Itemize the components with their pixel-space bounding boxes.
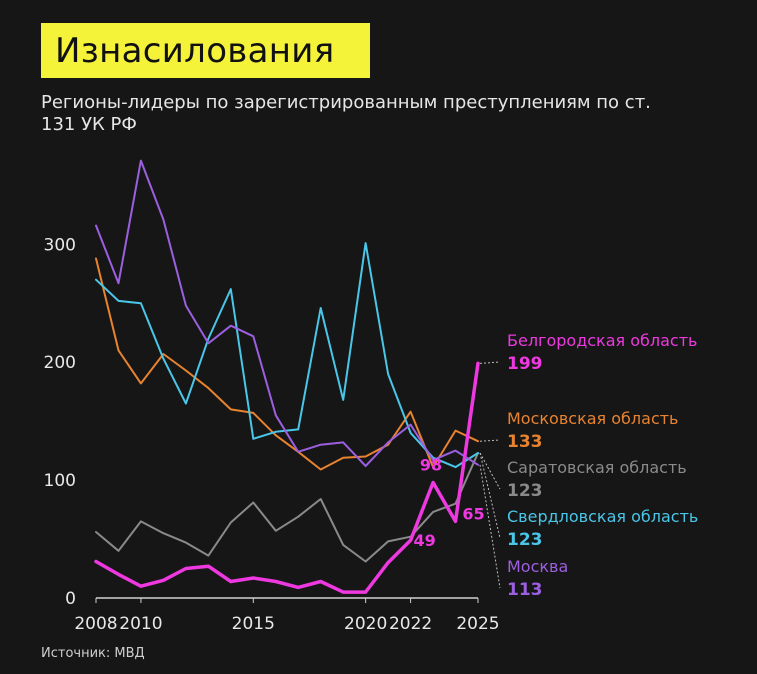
leader-line bbox=[479, 452, 501, 490]
end-label-value: 123 bbox=[507, 481, 543, 501]
y-tick-label: 200 bbox=[44, 353, 76, 373]
series-lines bbox=[94, 159, 480, 594]
chart-subtitle: Регионы-лидеры по зарегистрированным пре… bbox=[41, 92, 651, 135]
leader-line bbox=[479, 439, 501, 442]
point-label: 98 bbox=[420, 455, 442, 474]
x-tick-label: 2022 bbox=[389, 614, 432, 634]
leader-line bbox=[479, 452, 501, 539]
y-tick-label: 300 bbox=[44, 235, 76, 255]
series-line bbox=[94, 361, 480, 594]
y-tick-label: 0 bbox=[65, 589, 76, 609]
end-label-value: 113 bbox=[507, 580, 543, 600]
series-line bbox=[95, 257, 479, 471]
title-box: Изнасилования bbox=[41, 23, 370, 78]
end-label-name: Саратовская область bbox=[507, 458, 687, 477]
axes: 0 100 200 300 2008 2010 2015 2020 2022 2025 bbox=[44, 235, 500, 634]
end-label-value: 133 bbox=[507, 432, 543, 452]
end-label-name: Белгородская область bbox=[507, 331, 697, 350]
point-labels: 49 98 65 bbox=[413, 455, 484, 550]
y-tick-label: 100 bbox=[44, 471, 76, 491]
point-label: 49 bbox=[413, 531, 435, 550]
x-tick-label: 2015 bbox=[232, 614, 275, 634]
x-tick-label: 2008 bbox=[74, 614, 117, 634]
end-label-name: Москва bbox=[507, 557, 568, 576]
end-label-name: Свердловская область bbox=[507, 507, 698, 526]
series-line bbox=[95, 242, 479, 469]
x-tick-label: 2025 bbox=[456, 614, 499, 634]
source-note: Источник: МВД bbox=[41, 646, 145, 661]
end-labels: Саратовская область 123 Московская область… bbox=[479, 331, 698, 600]
end-label-value: 199 bbox=[507, 354, 543, 374]
x-tick-label: 2010 bbox=[119, 614, 162, 634]
chart-title: Изнасилования bbox=[55, 30, 335, 71]
leader-line bbox=[479, 361, 501, 364]
leader-line bbox=[479, 464, 501, 589]
series-line bbox=[95, 159, 479, 467]
end-label-name: Московская область bbox=[507, 409, 678, 428]
end-label-value: 123 bbox=[507, 530, 543, 550]
x-tick-label: 2020 bbox=[344, 614, 387, 634]
point-label: 65 bbox=[462, 504, 484, 523]
